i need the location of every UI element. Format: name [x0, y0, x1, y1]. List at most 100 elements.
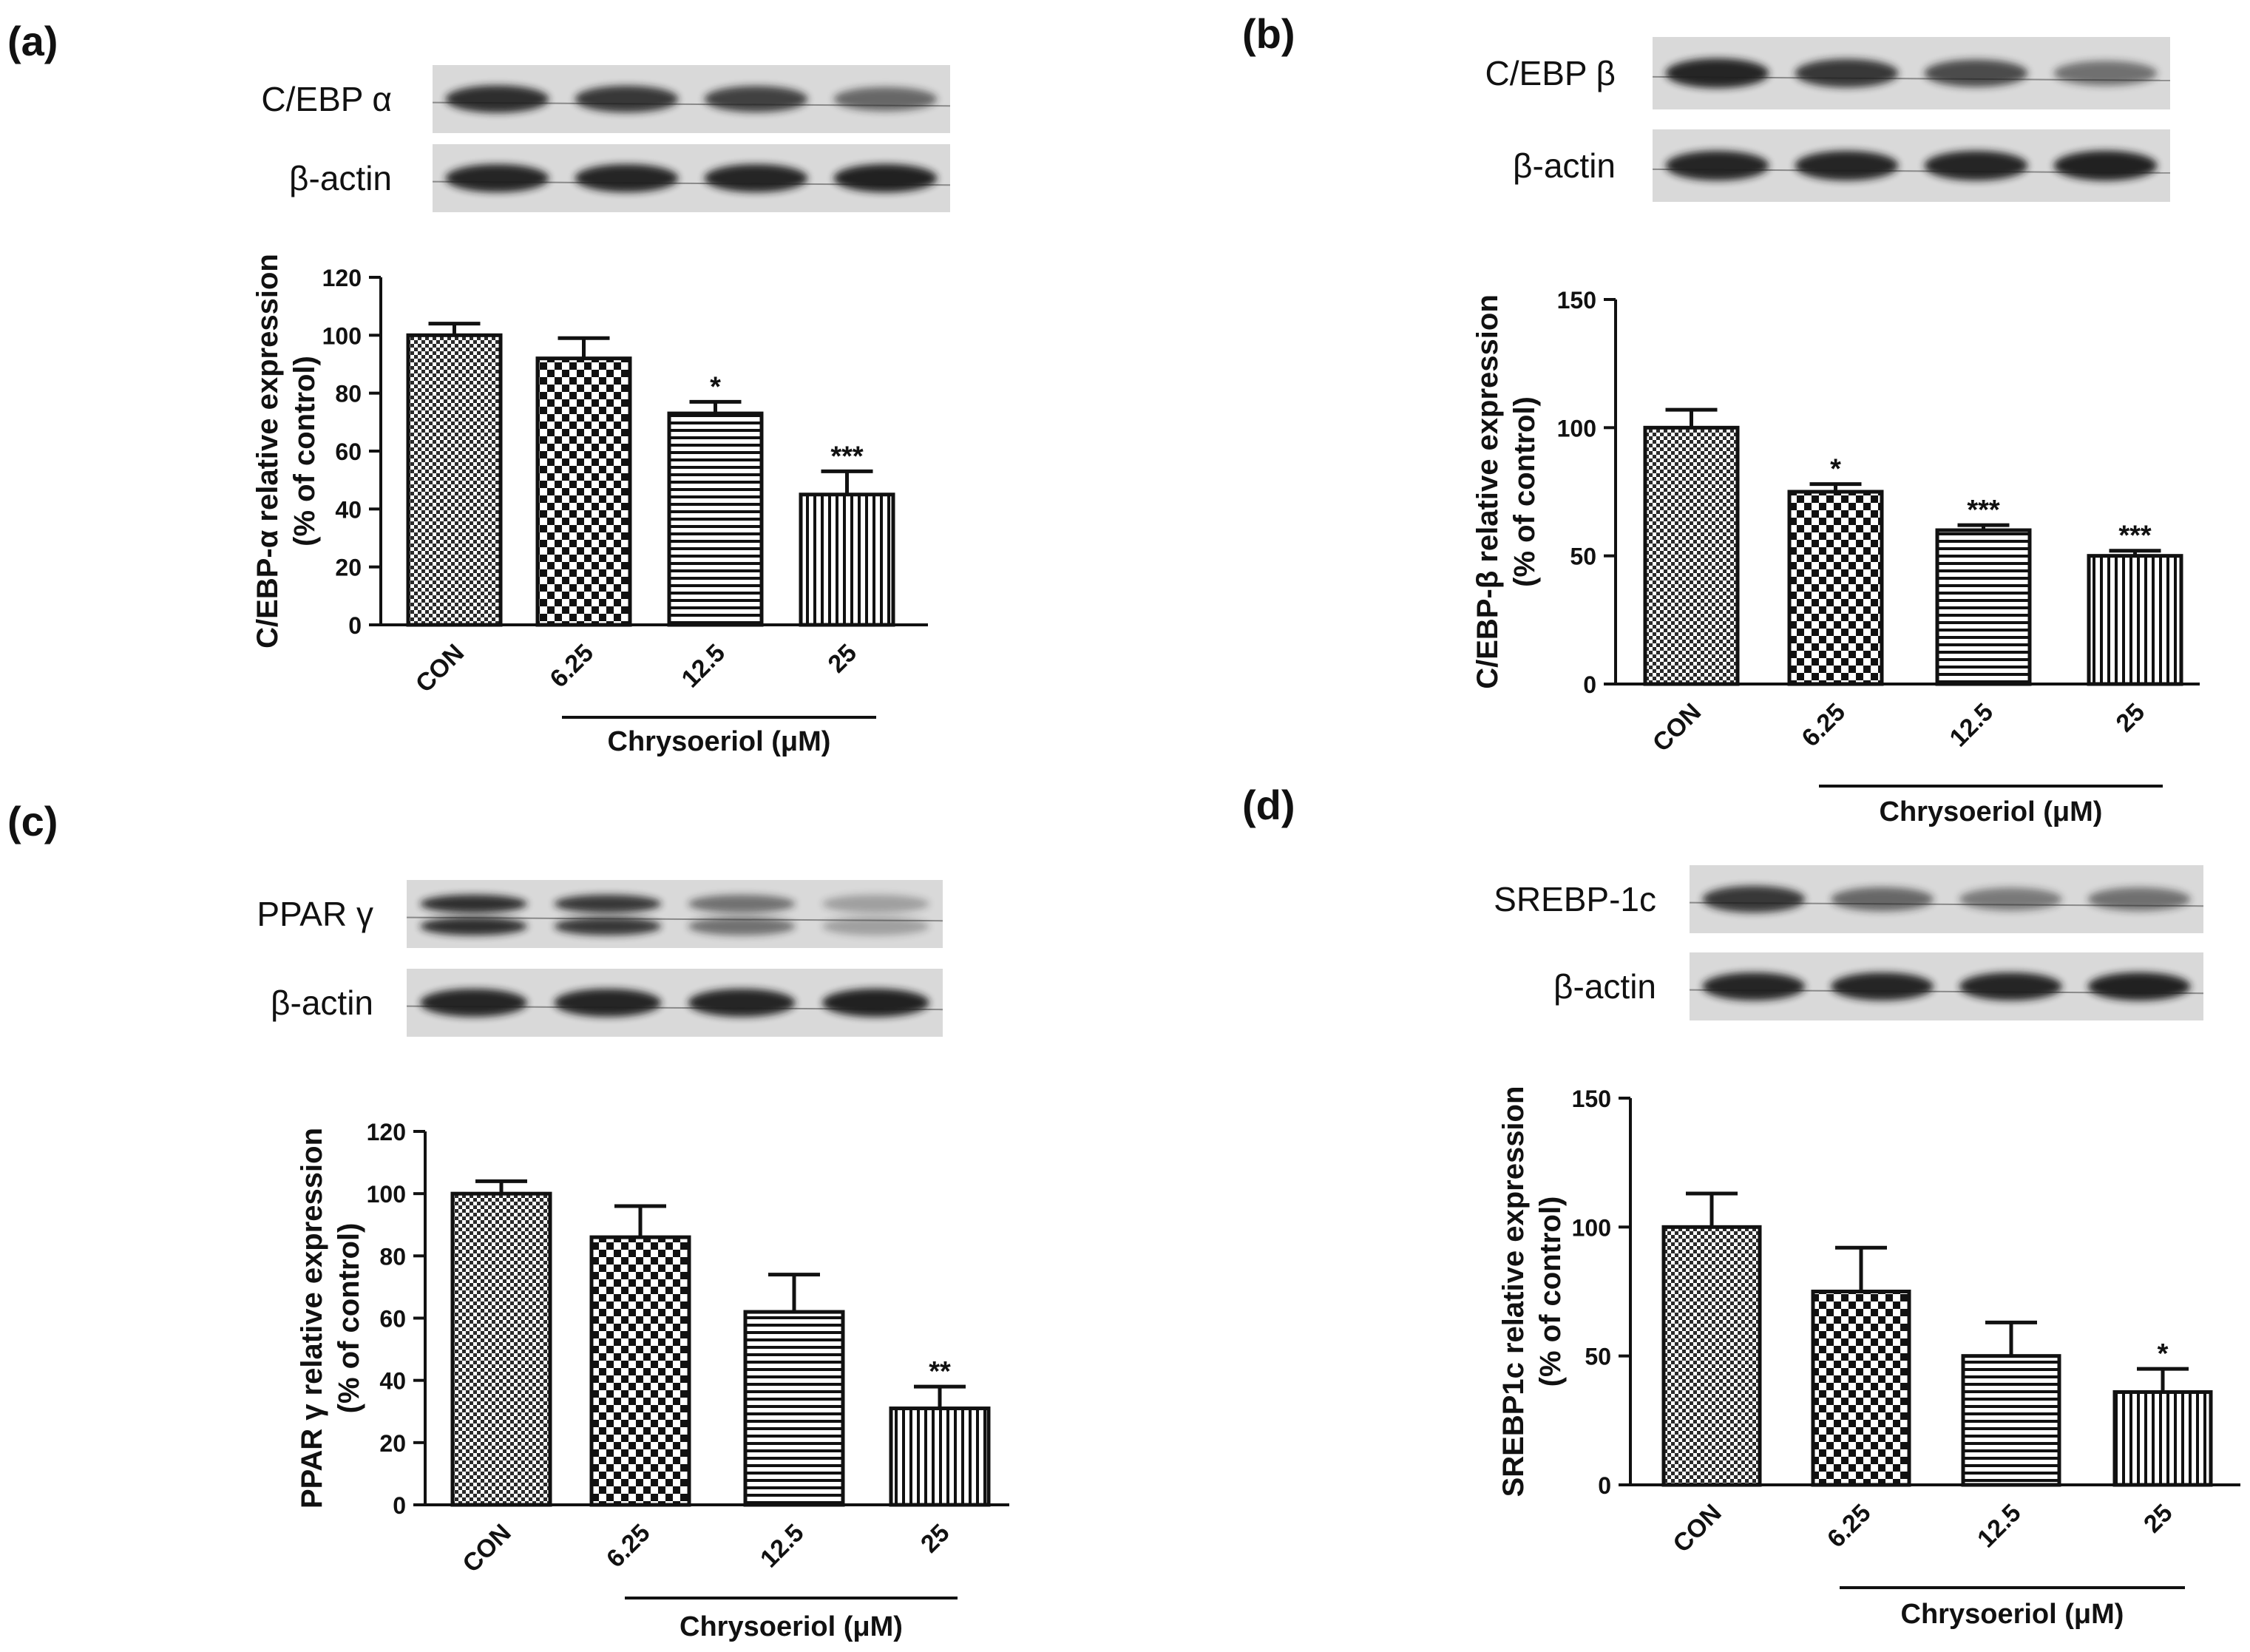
significance-marker: * — [710, 371, 721, 402]
bar-12.5 — [667, 411, 764, 627]
blot-band — [704, 86, 808, 112]
bar-25 — [799, 492, 895, 627]
y-tick-label: 60 — [335, 439, 362, 465]
blot-strip-actin: β-actin — [271, 969, 943, 1037]
blot-band — [2053, 150, 2158, 181]
x-axis-title: Chrysoeriol (μM) — [1880, 796, 2103, 827]
significance-marker: *** — [2118, 521, 2152, 552]
blot-band — [554, 989, 662, 1017]
blot-band — [575, 85, 679, 113]
blot-band — [1665, 58, 1769, 89]
x-tick-label: 25 — [915, 1519, 955, 1559]
x-tick-label: CON — [457, 1519, 516, 1578]
bar-CON — [1661, 1225, 1762, 1487]
blot-band — [1831, 972, 1934, 1001]
y-tick-label: 100 — [1572, 1214, 1611, 1241]
bar-6.25 — [535, 356, 632, 627]
bar-6.25 — [589, 1235, 691, 1507]
x-tick-label: 6.25 — [1796, 698, 1851, 753]
x-tick-label: CON — [1647, 698, 1707, 757]
y-tick-label: 100 — [367, 1181, 406, 1208]
y-tick-label: 0 — [1598, 1472, 1611, 1499]
significance-marker: *** — [1967, 495, 2000, 526]
bar-25 — [889, 1406, 991, 1507]
blot-band — [2087, 887, 2191, 911]
blot-band — [821, 917, 929, 935]
x-tick-label: 25 — [2138, 1499, 2178, 1539]
y-tick-label: 150 — [1572, 1086, 1611, 1112]
bar-25 — [2112, 1389, 2213, 1487]
y-tick-label: 0 — [393, 1492, 406, 1519]
x-tick-label: 25 — [2111, 698, 2151, 738]
bar-12.5 — [1961, 1354, 2061, 1487]
blot-band — [833, 87, 938, 112]
blot-band — [1795, 58, 1899, 88]
y-axis-title: SREBP1c relative expression (% of control… — [1497, 1086, 1567, 1497]
blot-strip-target: SREBP-1c — [1494, 865, 2204, 933]
y-tick-label: 0 — [1583, 671, 1596, 698]
x-tick-label: CON — [410, 639, 470, 698]
x-tick-label: 6.25 — [1822, 1499, 1877, 1554]
blot-strip-target: C/EBP β — [1485, 37, 2171, 109]
blot-band — [2087, 972, 2191, 1001]
y-axis-title-line: (% of control) — [333, 1223, 365, 1414]
blot-band — [688, 989, 796, 1017]
blot-strip-actin: β-actin — [1513, 129, 2171, 202]
panel-label: (d) — [1242, 782, 1295, 828]
blot-band — [688, 917, 796, 935]
blot-band — [1702, 885, 1806, 913]
y-axis-title-line: (% of control) — [288, 356, 321, 546]
y-axis-title: C/EBP-β relative expression (% of control… — [1471, 294, 1541, 689]
y-axis-title-line: (% of control) — [1508, 396, 1541, 587]
panel-label: (c) — [7, 798, 58, 844]
blot-label: β-actin — [271, 984, 373, 1022]
blot-band — [1959, 887, 2062, 911]
y-tick-label: 100 — [1557, 415, 1596, 441]
y-tick-label: 50 — [1570, 544, 1596, 570]
y-tick-label: 120 — [322, 265, 362, 291]
x-axis-title: Chrysoeriol (μM) — [608, 726, 831, 757]
blot-strip-actin: β-actin — [289, 144, 951, 212]
x-tick-label: 12.5 — [676, 639, 731, 694]
bar-6.25 — [1787, 490, 1884, 686]
blot-label: β-actin — [289, 159, 392, 197]
significance-marker: ** — [929, 1356, 951, 1387]
bar-12.5 — [1935, 528, 2032, 686]
chart-panel-a: (a)C/EBP αβ-actin020406080100120C/EBP-α … — [7, 18, 951, 757]
significance-marker: * — [2158, 1338, 2169, 1370]
blot-band — [821, 894, 929, 913]
x-axis-title: Chrysoeriol (μM) — [1901, 1599, 2124, 1630]
blot-band — [420, 917, 528, 935]
x-tick-label: 6.25 — [544, 639, 599, 694]
blot-band — [420, 989, 528, 1017]
bar-CON — [450, 1191, 552, 1507]
y-tick-label: 150 — [1557, 287, 1596, 314]
y-axis-title-line: C/EBP-β relative expression — [1471, 294, 1504, 689]
y-tick-label: 50 — [1585, 1344, 1611, 1370]
blot-band — [445, 85, 549, 113]
blot-band — [1924, 150, 2028, 181]
y-axis-title: PPAR γ relative expression (% of control) — [296, 1128, 365, 1509]
x-tick-label: CON — [1667, 1499, 1727, 1558]
y-axis-title-line: PPAR γ relative expression — [296, 1128, 328, 1509]
y-tick-label: 20 — [379, 1430, 406, 1457]
blot-label: SREBP-1c — [1494, 880, 1656, 918]
bar-6.25 — [1811, 1290, 1911, 1487]
blot-label: C/EBP β — [1485, 54, 1616, 92]
blot-band — [688, 894, 796, 913]
blot-band — [554, 917, 662, 935]
blot-strip-target: PPAR γ — [257, 880, 943, 948]
bar-25 — [2087, 554, 2183, 686]
significance-marker: *** — [830, 441, 864, 472]
y-axis-title-line: C/EBP-α relative expression — [251, 254, 284, 649]
bar-CON — [406, 333, 503, 627]
blot-band — [1665, 150, 1769, 181]
blot-band — [1831, 887, 1934, 912]
bar-CON — [1643, 425, 1740, 686]
blot-band — [420, 894, 528, 913]
blot-band — [554, 894, 662, 913]
significance-marker: * — [1830, 454, 1841, 485]
